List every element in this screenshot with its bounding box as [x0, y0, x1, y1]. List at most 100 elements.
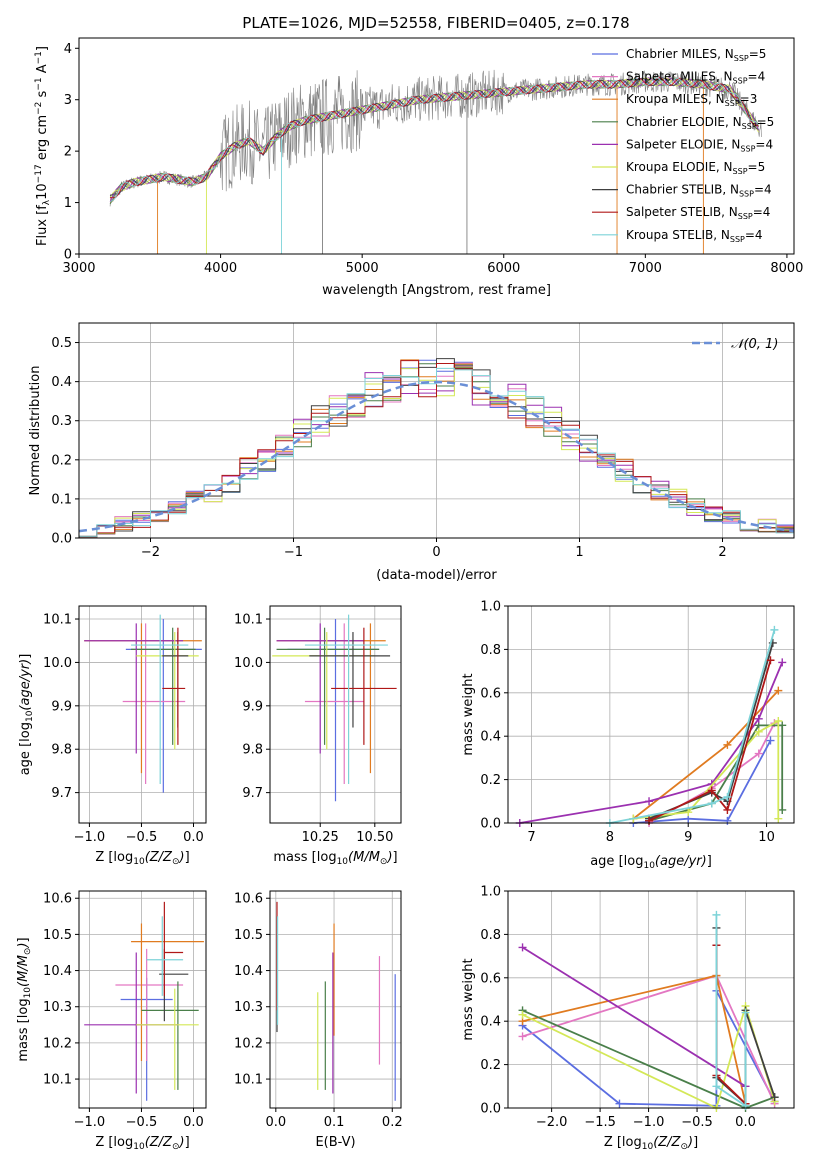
age_vs_mass-axes: 10.25 10.50 9.7 9.8 9.9 10.0 10.1: [234, 606, 401, 845]
text: ]: [35, 46, 50, 51]
y-tick-label: 9.8: [51, 743, 72, 758]
figure-title: PLATE=1026, MJD=52558, FIBERID=0405, z=0…: [242, 14, 629, 32]
bracket: ]: [393, 850, 398, 865]
x-tick-label: 7: [527, 830, 535, 845]
weight-marker-kroupa_stelib: [723, 792, 732, 801]
y-tick-label: 0.8: [480, 643, 501, 658]
subscript: 10: [133, 857, 145, 867]
math: (M/M: [16, 955, 31, 987]
bracket: ]: [693, 1135, 698, 1150]
y-tick-label: 0.5: [51, 336, 72, 351]
weight-line-kroupa_stelib: [715, 914, 747, 1108]
x-tick-label: 10.50: [356, 830, 393, 845]
x-tick-label: 0.0: [265, 1115, 286, 1130]
subscript: SSP: [742, 122, 757, 131]
x-tick-label: 6000: [487, 261, 520, 276]
subscript: ⊙: [172, 857, 180, 867]
x-tick-label: −1.0: [74, 830, 106, 845]
weight-line-kroupa_stelib: [609, 629, 776, 824]
subscript: 10: [133, 1142, 145, 1152]
age_vs_Z-frame: [78, 605, 207, 824]
math: (Z/Z: [145, 850, 173, 865]
y-tick-label: 0.2: [51, 453, 72, 468]
legend-rest: =4: [745, 228, 763, 242]
math: ): [16, 942, 31, 948]
math: ): [386, 850, 392, 865]
bracket: ]: [185, 850, 190, 865]
age-ylabel: age [log10(age/yr)]: [18, 654, 35, 776]
mass_vs_ebv-frame: [269, 890, 402, 1109]
x-tick-label: 3000: [62, 261, 95, 276]
legend-rest: =3: [740, 92, 758, 106]
y-tick-label: 10.2: [234, 1036, 263, 1051]
bracket: ]: [18, 654, 33, 659]
subscript: SSP: [733, 167, 748, 176]
residuals-ylabel: Normed distribution: [28, 366, 43, 496]
legend-rest: =4: [754, 183, 772, 197]
y-tick-label: 9.8: [242, 743, 263, 758]
x-tick-label: −2: [141, 545, 160, 560]
math: (M/M: [348, 850, 380, 865]
x-tick-label: 0.1: [324, 1115, 345, 1130]
normal-curve: [78, 380, 795, 533]
x-tick-label: −1.0: [633, 1115, 665, 1130]
weight-marker-chabrier_elodie: [778, 721, 787, 730]
legend-rest: =4: [755, 137, 773, 151]
weight-marker-kroupa_stelib: [712, 910, 721, 919]
subscript: SSP: [738, 212, 753, 221]
spectrum-xlabel: wavelength [Angstrom, rest frame]: [322, 283, 551, 298]
massweight_vs_age-frame: [507, 605, 795, 824]
age_vs_mass-frame: [269, 605, 402, 824]
subscript: SSP: [733, 77, 748, 86]
subscript: ⊙: [172, 1142, 180, 1152]
y-tick-label: 9.7: [51, 786, 72, 801]
weight-line-salpeter_miles: [648, 722, 776, 824]
legend-rest: =5: [749, 47, 767, 61]
spectrum-ylabel: Flux [fλ10−17 erg cm−2 s−1 A−1]: [34, 46, 52, 246]
weight-marker-salpeter_elodie: [778, 658, 787, 667]
subscript: SSP: [739, 190, 754, 199]
x-tick-label: 10: [758, 830, 775, 845]
math: (Z/Z: [145, 1135, 173, 1150]
text: 10: [35, 183, 50, 200]
massweight-Z-xlabel: Z [log10(Z/Z⊙)]: [604, 1135, 698, 1152]
text: erg cm: [35, 115, 50, 164]
subscript: ⊙: [380, 857, 388, 867]
x-tick-label: −2.0: [536, 1115, 568, 1130]
weight-marker-kroupa_stelib: [741, 1008, 750, 1017]
math: ): [687, 1135, 693, 1150]
legend-label: Salpeter ELODIE, NSSP=4: [626, 137, 773, 153]
weight-marker-salpeter_elodie: [645, 797, 654, 806]
y-tick-label: 0.4: [51, 375, 72, 390]
y-tick-label: 10.1: [43, 613, 72, 628]
weight-marker-chabrier_miles: [615, 1099, 624, 1108]
x-tick-label: 1: [575, 545, 583, 560]
superscript: −1: [34, 51, 44, 64]
y-tick-label: 9.9: [51, 699, 72, 714]
y-tick-label: 10.5: [234, 928, 263, 943]
math: ): [179, 850, 185, 865]
x-tick-label: 0.0: [735, 1115, 756, 1130]
weight-marker-kroupa_stelib: [770, 625, 779, 634]
legend-label: Chabrier MILES, NSSP=5: [626, 47, 766, 63]
y-tick-label: 0.0: [480, 1102, 501, 1117]
legend-rest: =4: [748, 70, 766, 84]
y-tick-label: 0.3: [51, 414, 72, 429]
y-tick-label: 0.6: [480, 686, 501, 701]
y-tick-label: 10.2: [43, 1036, 72, 1051]
weight-marker-salpeter_stelib: [707, 786, 716, 795]
y-tick-label: 10.1: [234, 613, 263, 628]
x-tick-label: −0.5: [126, 830, 158, 845]
legend-rest: =5: [757, 115, 775, 129]
text: A: [35, 64, 50, 77]
y-tick-label: 10.4: [43, 964, 72, 979]
x-tick-label: −1.5: [584, 1115, 616, 1130]
math: ): [179, 1135, 185, 1150]
y-tick-label: 10.0: [43, 656, 72, 671]
weight-marker-kroupa_miles: [723, 740, 732, 749]
spectrum-axes: 3000 4000 5000 6000 7000 8000 0 1 2 3 4 Chabrier MI…: [62, 42, 803, 276]
weight-marker-chabrier_elodie: [778, 805, 787, 814]
subscript: ⊙: [680, 1142, 688, 1152]
y-tick-label: 9.9: [242, 699, 263, 714]
